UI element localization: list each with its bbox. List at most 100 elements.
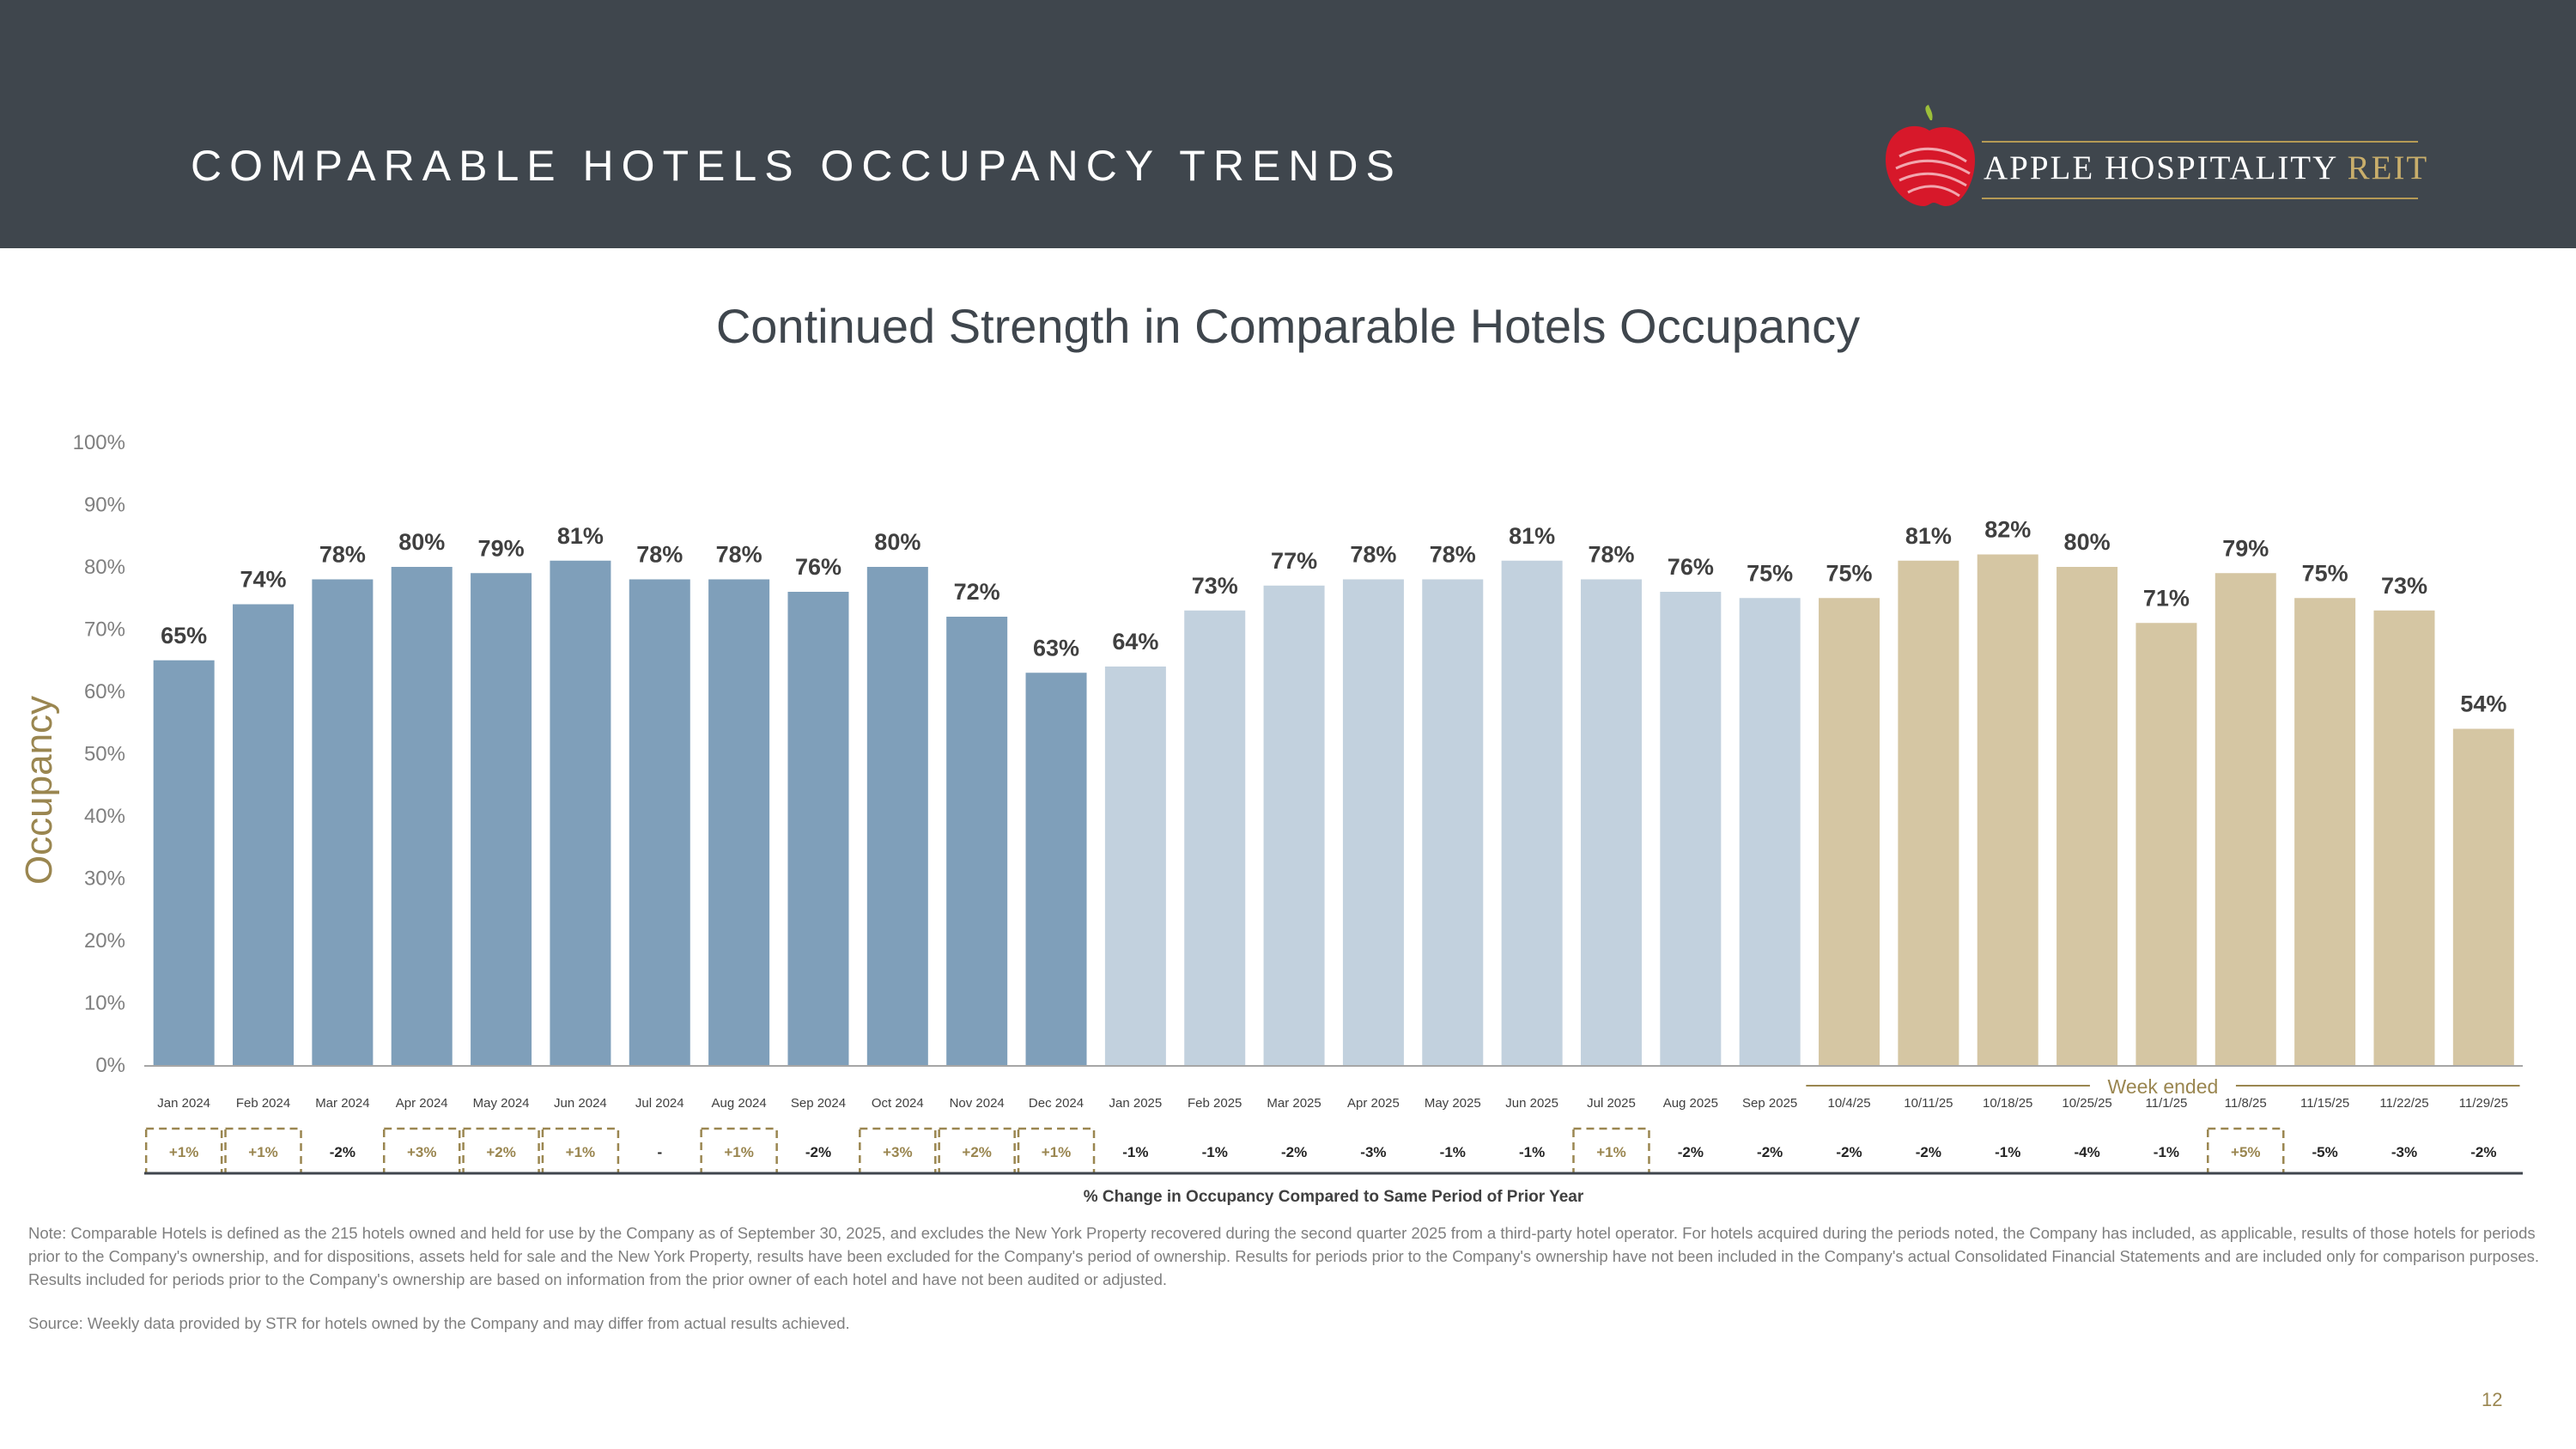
data-label: 81% [1509,523,1555,549]
bar [1025,673,1087,1065]
x-tick-label: Apr 2024 [396,1096,448,1111]
data-label: 63% [1033,635,1079,661]
bar [471,573,532,1065]
y-tick-label: 60% [84,680,125,703]
bar [391,567,453,1065]
bar [1422,579,1484,1065]
x-tick-label: 11/22/25 [2379,1096,2428,1111]
pct-change-label: -1% [1995,1144,2020,1160]
x-tick-label: Aug 2025 [1663,1096,1718,1111]
x-tick-label: Jun 2024 [554,1096,607,1111]
x-axis-title: % Change in Occupancy Compared to Same P… [1084,1188,1584,1206]
y-tick-label: 0% [95,1054,125,1077]
y-axis-title: Occupancy [18,696,60,885]
x-tick-label: May 2025 [1425,1096,1481,1111]
x-tick-label: Aug 2024 [712,1096,767,1111]
header-bar: COMPARABLE HOTELS OCCUPANCY TRENDS APPLE… [0,0,2576,248]
bar [787,592,849,1065]
pct-change-label: - [657,1144,662,1160]
data-label: 64% [1112,629,1158,654]
data-label: 54% [2460,691,2506,717]
source-note: Source: Weekly data provided by STR for … [28,1314,850,1332]
x-tick-label: Feb 2025 [1188,1096,1242,1111]
pct-change-label: -4% [2074,1144,2099,1160]
chart-title: Continued Strength in Comparable Hotels … [715,299,1861,353]
x-tick-label: 10/11/25 [1904,1096,1953,1111]
pct-change-label: -2% [1916,1144,1941,1160]
x-tick-label: Jan 2024 [157,1096,210,1111]
x-tick-label: Mar 2025 [1267,1096,1321,1111]
bar [1104,667,1166,1065]
bar [1501,560,1563,1065]
pct-change-label: +3% [407,1144,437,1160]
bar [1819,598,1880,1065]
pct-change-label: +3% [883,1144,913,1160]
y-tick-label: 70% [84,618,125,642]
pct-change-label: -5% [2312,1144,2338,1160]
data-label: 78% [716,542,762,568]
pct-change-label: -2% [1678,1144,1704,1160]
x-tick-label: 11/15/25 [2300,1096,2349,1111]
bar [1977,554,2038,1065]
data-label: 74% [240,567,287,593]
pct-change-label: -2% [1281,1144,1307,1160]
data-label: 75% [2302,560,2348,586]
x-tick-label: Oct 2024 [872,1096,924,1111]
pct-change-label: -1% [1440,1144,1466,1160]
y-tick-label: 100% [73,431,125,454]
x-tick-label: May 2024 [473,1096,530,1111]
y-tick-label: 90% [84,494,125,517]
pct-change-label: -3% [1360,1144,1386,1160]
pct-change-label: -1% [1122,1144,1148,1160]
pct-change-label: -2% [1757,1144,1783,1160]
bar [1263,585,1325,1065]
pct-change-label: +1% [169,1144,199,1160]
footnote: Note: Comparable Hotels is defined as th… [28,1224,2540,1288]
data-label: 73% [2381,573,2427,599]
bar [2373,610,2435,1065]
y-tick-label: 30% [84,868,125,891]
data-label: 81% [557,523,604,549]
pct-change-label: +1% [724,1144,754,1160]
data-label: 76% [1668,554,1714,580]
y-tick-label: 80% [84,556,125,579]
data-label: 76% [795,554,841,580]
data-label: 77% [1271,548,1317,574]
x-tick-label: Feb 2024 [236,1096,290,1111]
bar [708,579,770,1065]
y-tick-label: 50% [84,743,125,766]
page-number: 12 [2482,1389,2503,1410]
x-tick-label: Sep 2025 [1742,1096,1797,1111]
company-logo: APPLE HOSPITALITY REIT [1880,105,2430,216]
x-tick-label: 10/25/25 [2062,1096,2111,1111]
pct-change-label: +1% [248,1144,278,1160]
x-tick-label: 11/29/25 [2459,1096,2508,1111]
data-label: 80% [398,529,445,555]
apple-icon [1886,105,1975,206]
bar [946,617,1008,1065]
bar [550,560,611,1065]
page-title: COMPARABLE HOTELS OCCUPANCY TRENDS [191,142,1402,190]
pct-change-label: +1% [1042,1144,1072,1160]
data-label: 73% [1192,573,1238,599]
data-label: 78% [1350,542,1396,568]
data-label: 81% [1905,523,1952,549]
data-label: 78% [319,542,366,568]
bar [2057,567,2118,1065]
bar [866,567,928,1065]
week-ended-label: Week ended [2108,1075,2219,1098]
y-tick-label: 20% [84,929,125,953]
x-tick-label: Dec 2024 [1029,1096,1084,1111]
bar [629,579,690,1065]
bar [1660,592,1722,1065]
pct-change-label: +1% [566,1144,596,1160]
data-label: 79% [2222,535,2269,561]
x-tick-label: 11/1/25 [2145,1096,2187,1111]
data-label: 79% [478,535,525,561]
bar [312,579,374,1065]
data-label: 78% [1588,542,1634,568]
data-label: 78% [636,542,683,568]
company-name-accent: REIT [2347,149,2429,186]
pct-change-label: -2% [2470,1144,2496,1160]
pct-change-label: +2% [962,1144,992,1160]
